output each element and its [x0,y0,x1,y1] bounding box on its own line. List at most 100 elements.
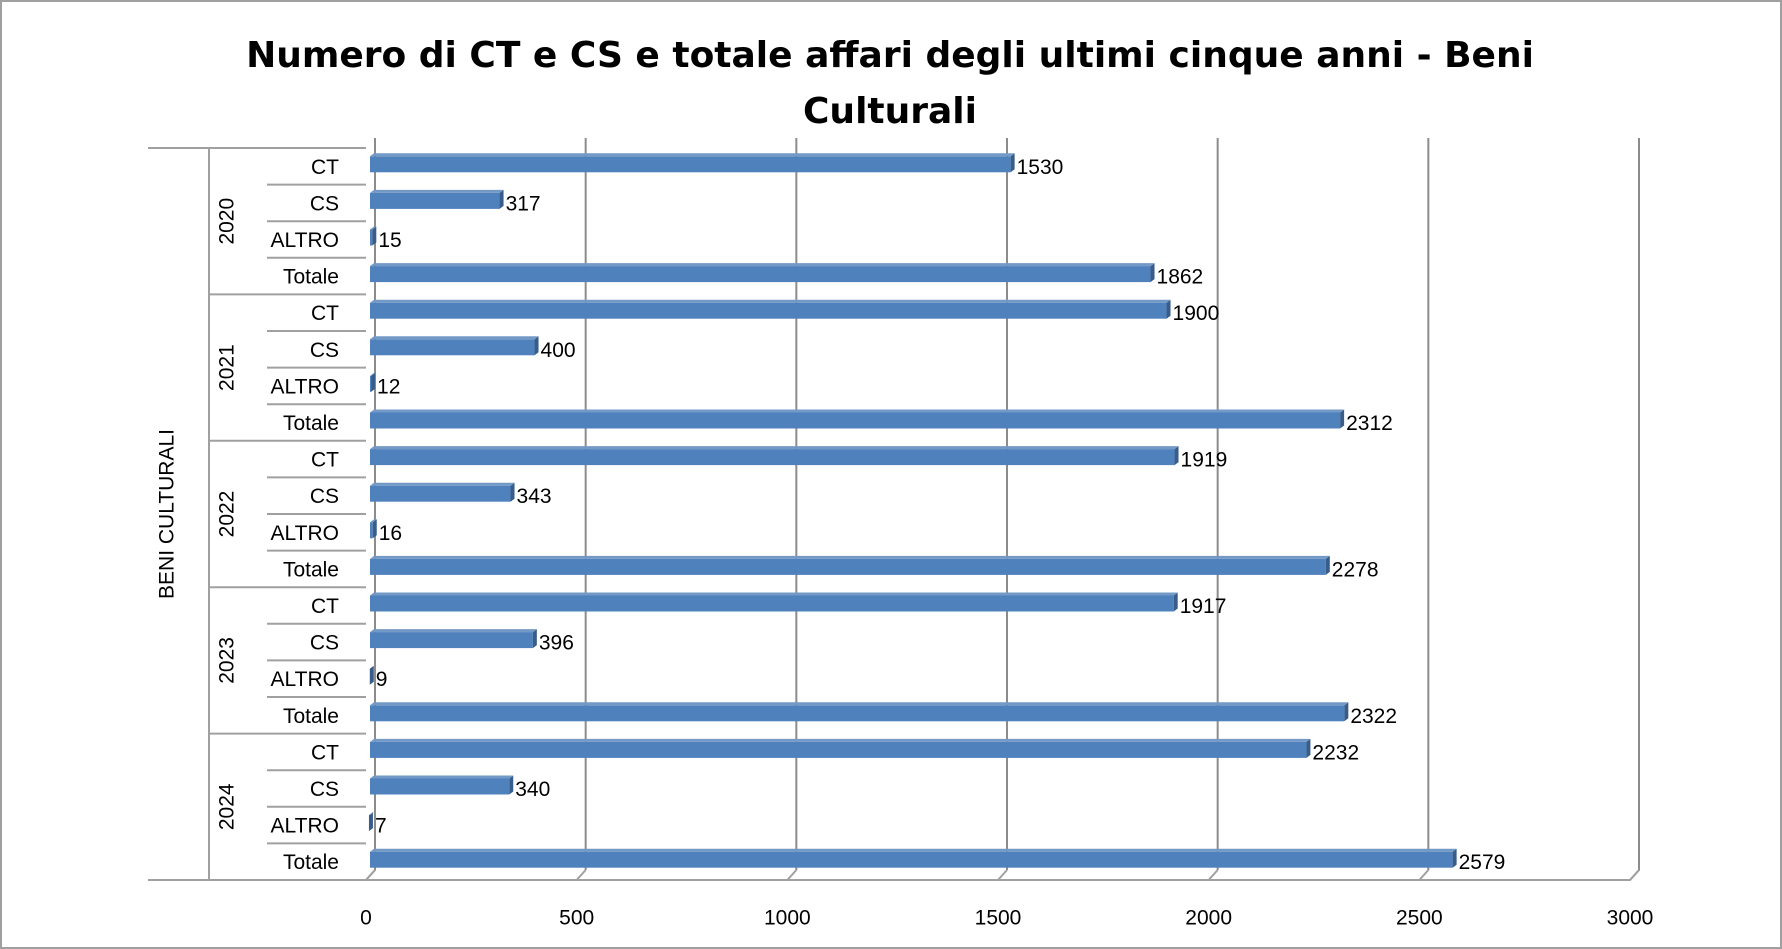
bar-top [370,189,504,193]
data-label: 12 [377,375,400,398]
group-label: 2020 [216,198,239,245]
group-label: 2023 [216,637,239,684]
data-label: 1862 [1157,266,1204,289]
bar [370,705,1345,722]
y-tick-label: ALTRO [271,815,339,838]
bar-side [1010,153,1015,173]
bar-top [370,592,1178,596]
bar [370,632,533,649]
bar [370,339,535,356]
y-tick-label: CS [310,192,339,215]
bar-side [1150,263,1155,283]
y-tick-label: Totale [283,412,339,435]
y-tick-label: ALTRO [271,229,339,252]
bar-side [368,812,373,832]
bar [370,851,1453,868]
tick-mark [575,869,587,881]
bar [370,375,372,392]
y-tick-label: Totale [283,851,339,874]
y-tick-label: CS [310,632,339,655]
bar-top [370,738,1311,742]
bar-top [370,482,515,486]
y-tick-label: CT [311,741,339,764]
bar-side [1340,409,1345,429]
bar-side [532,629,537,649]
y-tick-label: Totale [283,558,339,581]
data-label: 9 [376,668,388,691]
y-tick-label: CS [310,485,339,508]
y-tick-label: CT [311,156,339,179]
bar-top [370,702,1349,706]
bar-top [370,446,1179,450]
bar-side [499,189,504,209]
bar-top [370,555,1330,559]
group-label: 2022 [216,491,239,538]
data-label: 1919 [1181,449,1228,472]
bar-side [1344,702,1349,722]
y-tick-label: ALTRO [271,668,339,691]
data-label: 1917 [1180,595,1227,618]
x-tick-label: 500 [559,907,594,930]
bar [370,741,1307,758]
data-label: 1900 [1173,302,1220,325]
x-tick-label: 1500 [975,907,1022,930]
bar [370,485,511,502]
data-label: 7 [375,815,387,838]
bar-side [369,665,374,685]
axis-floor [366,138,1640,881]
y-tick-label: Totale [283,266,339,289]
bar-top [369,665,374,669]
chart-title: Numero di CT e CS e totale affari degli … [246,35,1534,132]
y-tick-label: CT [311,449,339,472]
tick-mark [997,869,1008,881]
bar-top [370,519,377,523]
group-label: 2021 [216,344,239,391]
data-label: 340 [515,778,550,801]
bar [370,778,510,795]
x-tick-label: 1000 [764,907,811,930]
bar-side [372,519,377,539]
bar [370,558,1326,575]
bar-side [510,482,515,502]
data-label: 2322 [1350,705,1397,728]
bar-side [1325,555,1330,575]
y-tick-label: CT [311,302,339,325]
bar-top [370,629,537,633]
data-label: 317 [506,192,541,215]
y-tick-label: ALTRO [271,375,339,398]
bar-top [370,848,1457,852]
bar-side [1173,592,1178,612]
bar [370,192,500,209]
tick-mark [365,869,376,881]
data-label: 2232 [1312,741,1359,764]
bar-top [370,226,377,230]
bar-top [370,299,1171,303]
bar-top [370,263,1155,267]
x-tick-label: 2500 [1396,907,1443,930]
bar-top [370,336,539,340]
bar-side [372,226,377,246]
data-label: 396 [539,632,574,655]
tick-mark [1207,869,1219,881]
tick-mark [1418,869,1430,881]
bar-top [370,775,514,779]
bar-side [1306,738,1311,758]
y-tick-label: CS [310,339,339,362]
bar-side [534,336,539,356]
y-tick-label: Totale [283,705,339,728]
bar-top [370,372,376,376]
data-label: 400 [541,339,576,362]
category-axis-title: BENI CULTURALI [156,429,179,599]
group-label: 2024 [216,783,239,830]
y-tick-label: CS [310,778,339,801]
bar [370,229,373,246]
data-label: 2312 [1346,412,1393,435]
bar-top [368,812,374,816]
bar-side [1166,299,1171,319]
x-tick-label: 2000 [1185,907,1232,930]
axis-wall [365,138,376,881]
bar-top [370,153,1015,157]
